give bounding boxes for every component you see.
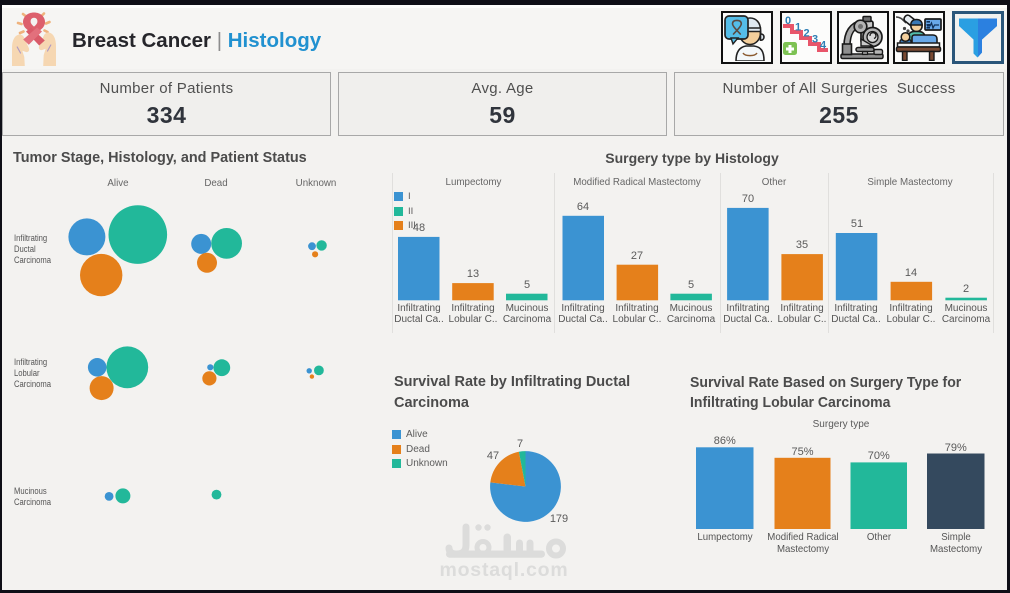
svg-text:4: 4 [820,40,827,52]
svg-text:3: 3 [812,34,818,46]
svg-text:1: 1 [795,22,801,34]
svg-text:2: 2 [804,28,810,40]
svg-text:0: 0 [785,15,791,27]
